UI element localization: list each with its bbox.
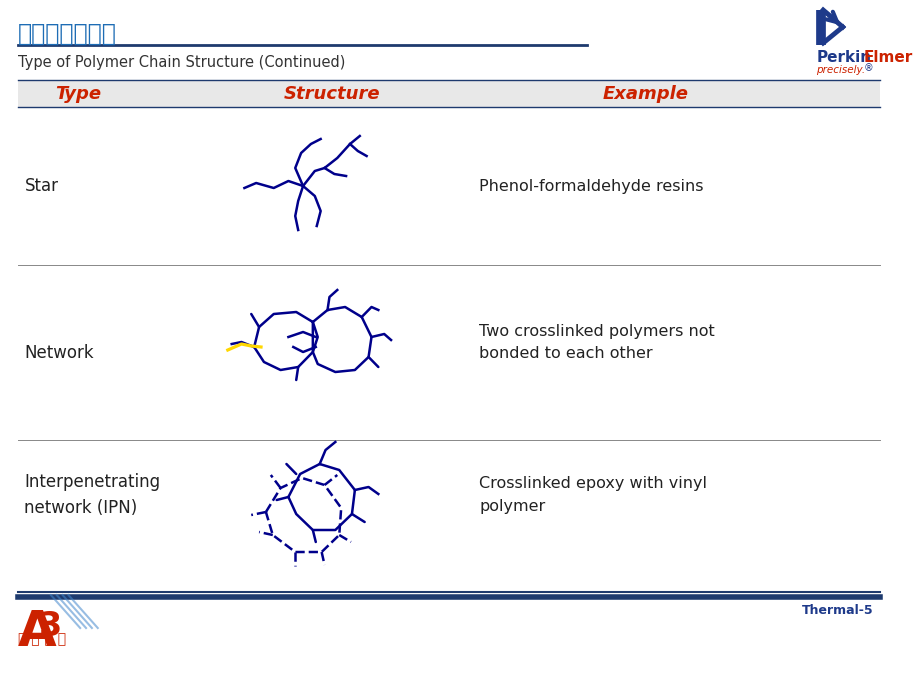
Text: Structure: Structure — [284, 84, 380, 103]
Text: Elmer: Elmer — [862, 50, 912, 65]
Text: Two crosslinked polymers not
bonded to each other: Two crosslinked polymers not bonded to e… — [479, 324, 714, 361]
Text: precisely.: precisely. — [815, 65, 865, 75]
Text: A: A — [17, 608, 56, 656]
Bar — [17, 80, 879, 107]
Text: Phenol-formaldehyde resins: Phenol-formaldehyde resins — [479, 179, 703, 193]
Text: ®: ® — [862, 63, 872, 73]
Text: Perkin: Perkin — [815, 50, 870, 65]
Text: 3: 3 — [40, 610, 62, 643]
Text: Type: Type — [55, 84, 101, 103]
Text: 博 精 儀 器: 博 精 儀 器 — [17, 632, 65, 646]
Text: Network: Network — [25, 344, 94, 362]
Text: Type of Polymer Chain Structure (Continued): Type of Polymer Chain Structure (Continu… — [17, 55, 345, 70]
Text: 高分子材料結構: 高分子材料結構 — [17, 22, 117, 46]
Text: Example: Example — [602, 84, 687, 103]
Text: Star: Star — [25, 177, 59, 195]
Text: Crosslinked epoxy with vinyl
polymer: Crosslinked epoxy with vinyl polymer — [479, 476, 707, 513]
Text: Thermal-5: Thermal-5 — [800, 604, 872, 616]
Text: Interpenetrating
network (IPN): Interpenetrating network (IPN) — [25, 473, 161, 518]
